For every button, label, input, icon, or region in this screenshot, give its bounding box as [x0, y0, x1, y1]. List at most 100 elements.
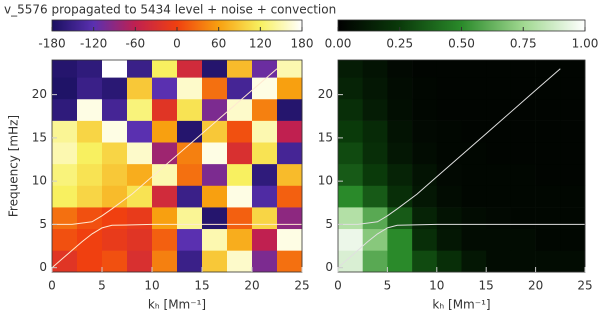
x-tick-label: 25 — [294, 279, 309, 293]
heatmap-cell — [227, 142, 253, 165]
heatmap-cell — [338, 207, 363, 230]
heatmap-cell — [560, 60, 586, 78]
heatmap-cell — [387, 185, 413, 208]
heatmap-cell — [127, 77, 153, 100]
heatmap-cell — [436, 120, 462, 143]
heatmap-cell — [52, 185, 78, 208]
heatmap-cell — [387, 250, 413, 273]
heatmap-cell — [535, 228, 561, 251]
heatmap-cell — [152, 98, 178, 121]
heatmap-cell — [127, 120, 153, 143]
heatmap-cell — [77, 185, 103, 208]
heatmap-cell — [535, 163, 561, 186]
heatmap-cell — [152, 228, 178, 251]
x-tick-label: 25 — [577, 279, 592, 293]
heatmap-cell — [227, 228, 253, 251]
heatmap-cell — [227, 250, 253, 273]
heatmap-cell — [77, 142, 103, 165]
y-tick-label: 10 — [318, 174, 333, 188]
heatmap-cell — [362, 120, 388, 143]
heatmap-cell — [535, 142, 561, 165]
ridge-line — [337, 223, 585, 269]
heatmap-cell — [252, 98, 278, 121]
heatmap-cell — [177, 185, 203, 208]
heatmap-cell — [338, 120, 363, 143]
heatmap-cell — [560, 163, 586, 186]
plot-frame — [51, 59, 303, 273]
heatmap-cell — [127, 163, 153, 186]
x-tick-label: 20 — [528, 279, 543, 293]
heatmap-cell — [227, 163, 253, 186]
heatmap-cell — [152, 60, 178, 78]
heatmap-cell — [387, 77, 413, 100]
heatmap-cell — [177, 163, 203, 186]
heatmap-cell — [486, 98, 512, 121]
colorbar-tick-label: 0.00 — [325, 37, 352, 51]
heatmap-cell — [152, 120, 178, 143]
heatmap-cell — [277, 163, 303, 186]
heatmap-cell — [486, 142, 512, 165]
heatmap-cell — [387, 207, 413, 230]
heatmap-cell — [461, 163, 487, 186]
heatmap-cell — [252, 250, 278, 273]
heatmap-cell — [152, 163, 178, 186]
heatmap-cell — [102, 142, 128, 165]
heatmap-cell — [202, 98, 228, 121]
heatmap-cell — [177, 207, 203, 230]
heatmap-cell — [560, 77, 586, 100]
heatmap-cell — [412, 163, 438, 186]
heatmap-cell — [486, 185, 512, 208]
heatmap-cell — [102, 98, 128, 121]
heatmap-cell — [277, 120, 303, 143]
heatmap-cell — [202, 185, 228, 208]
heatmap-cell — [412, 207, 438, 230]
heatmap-cell — [52, 60, 78, 78]
heatmap-cell — [277, 98, 303, 121]
heatmap-cell — [510, 120, 536, 143]
heatmap-cell — [202, 228, 228, 251]
heatmap-cell — [252, 163, 278, 186]
heatmap-cell — [227, 77, 253, 100]
heatmap-cell — [535, 77, 561, 100]
heatmap-cell — [387, 163, 413, 186]
heatmap-cell — [510, 207, 536, 230]
heatmap-cell — [436, 228, 462, 251]
heatmap-cell — [362, 250, 388, 273]
heatmap-cell — [102, 120, 128, 143]
heatmap-cell — [535, 250, 561, 273]
ridge-line — [51, 223, 302, 269]
heatmap-cell — [202, 250, 228, 273]
heatmap-cell — [436, 98, 462, 121]
heatmap-cell — [510, 77, 536, 100]
heatmap-cell — [560, 120, 586, 143]
heatmap-cell — [252, 207, 278, 230]
y-tick-label: 0 — [39, 260, 47, 274]
heatmap-cell — [202, 207, 228, 230]
heatmap-cell — [52, 77, 78, 100]
heatmap-cell — [362, 142, 388, 165]
heatmap-cell — [252, 228, 278, 251]
heatmap-cell — [227, 185, 253, 208]
colorbar-tick-label: 180 — [291, 37, 314, 51]
heatmap-cell — [52, 228, 78, 251]
heatmap-cell — [362, 60, 388, 78]
heatmap-cell — [338, 250, 363, 273]
heatmap-cell — [436, 163, 462, 186]
heatmap-cell — [412, 60, 438, 78]
heatmap-cell — [461, 77, 487, 100]
heatmap-cell — [152, 250, 178, 273]
heatmap-cell — [510, 163, 536, 186]
heatmap-cell — [461, 142, 487, 165]
heatmap-cell — [461, 207, 487, 230]
colorbar-tick-label: 0.75 — [510, 37, 537, 51]
heatmap-cell — [461, 228, 487, 251]
heatmap-cell — [510, 228, 536, 251]
heatmap-cell — [127, 98, 153, 121]
plot-frame — [337, 59, 586, 273]
y-tick-label: 10 — [32, 174, 47, 188]
heatmap-cell — [102, 228, 128, 251]
colorbar-tick-label: -180 — [38, 37, 65, 51]
y-tick-label: 15 — [318, 130, 333, 144]
heatmap-cell — [52, 250, 78, 273]
heatmap-cell — [535, 60, 561, 78]
